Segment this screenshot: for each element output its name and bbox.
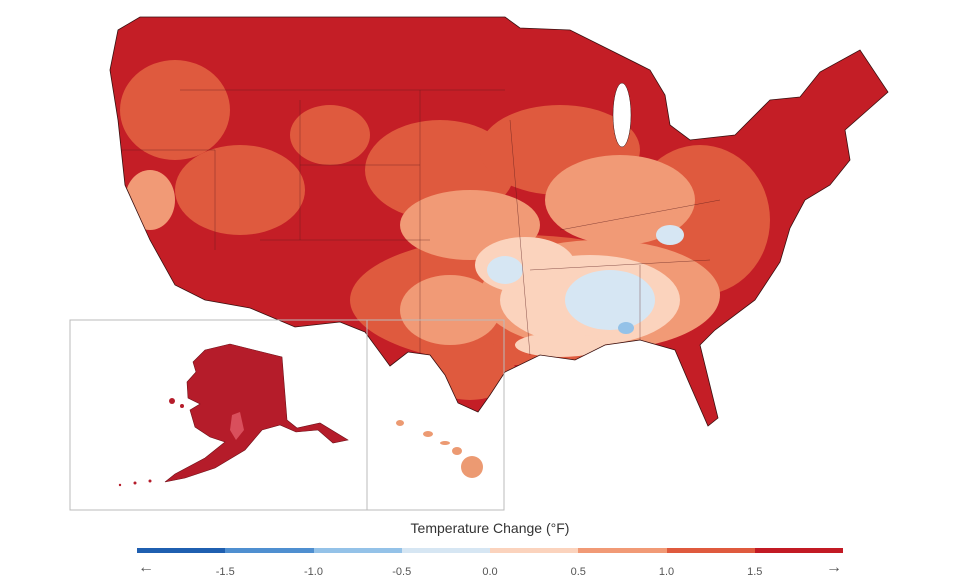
alaska-island-4 xyxy=(133,481,137,485)
hawaii-molokai xyxy=(440,441,450,445)
legend-tick-label: 1.0 xyxy=(658,566,675,578)
legend-bin-4 xyxy=(490,548,579,553)
border-mississippi xyxy=(509,119,531,356)
lake-michigan xyxy=(612,82,632,148)
border-ohio-river xyxy=(559,199,721,231)
zone-california-coast xyxy=(125,170,175,230)
legend-bin-0 xyxy=(137,548,226,553)
alaska-island-3 xyxy=(148,479,152,483)
legend-tick-label: 1.5 xyxy=(747,566,763,578)
zone-ohio-valley xyxy=(545,155,695,245)
us-outline xyxy=(109,16,889,427)
legend-bin-1 xyxy=(225,548,314,553)
alaska-lowland xyxy=(230,412,244,440)
arrow-left-icon: ← xyxy=(138,559,154,576)
hawaii-oahu xyxy=(423,431,433,437)
legend-tick-label: 0.0 xyxy=(482,566,498,578)
legend-tick-label: -0.5 xyxy=(392,566,412,578)
alaska-mainland xyxy=(164,343,349,483)
zone-cool-alabama xyxy=(565,270,655,330)
legend-bin-5 xyxy=(578,548,667,553)
border-tennessee-south xyxy=(529,259,711,271)
alaska-island-5 xyxy=(118,483,122,487)
alaska-island-2 xyxy=(180,404,184,408)
legend-bin-7 xyxy=(754,548,843,553)
inset-frame xyxy=(69,319,505,511)
legend-bin-6 xyxy=(666,548,755,553)
zone-gulf-coast xyxy=(515,333,605,357)
legend-tick-label: -1.0 xyxy=(304,566,323,578)
legend-tick-label: 0.5 xyxy=(570,566,586,578)
legend-bin-3 xyxy=(401,548,490,553)
state-borders xyxy=(120,89,721,360)
alaska-island-1 xyxy=(169,398,175,404)
alaska xyxy=(118,343,349,487)
hawaii-big-island xyxy=(461,456,483,478)
zone-cool-tennessee xyxy=(656,225,684,245)
legend-tick-label: -1.5 xyxy=(215,566,235,578)
zone-mountain-west xyxy=(290,105,370,165)
hawaii xyxy=(396,420,483,478)
zone-cool-georgia-spot xyxy=(618,322,634,334)
zone-cool-oklahoma xyxy=(487,256,523,284)
hawaii-kauai xyxy=(396,420,404,426)
zone-great-basin xyxy=(175,145,305,235)
zone-texas xyxy=(400,275,500,345)
legend-title: Temperature Change (°F) xyxy=(410,520,570,536)
legend-bin-2 xyxy=(313,548,402,553)
hawaii-maui xyxy=(452,447,462,455)
zone-texas-coast xyxy=(425,340,515,400)
legend-color-bar xyxy=(137,548,843,553)
zone-pacific-nw xyxy=(120,60,230,160)
temperature-change-map xyxy=(69,16,889,511)
cooling-zones xyxy=(487,225,684,334)
arrow-right-icon: → xyxy=(826,559,842,576)
